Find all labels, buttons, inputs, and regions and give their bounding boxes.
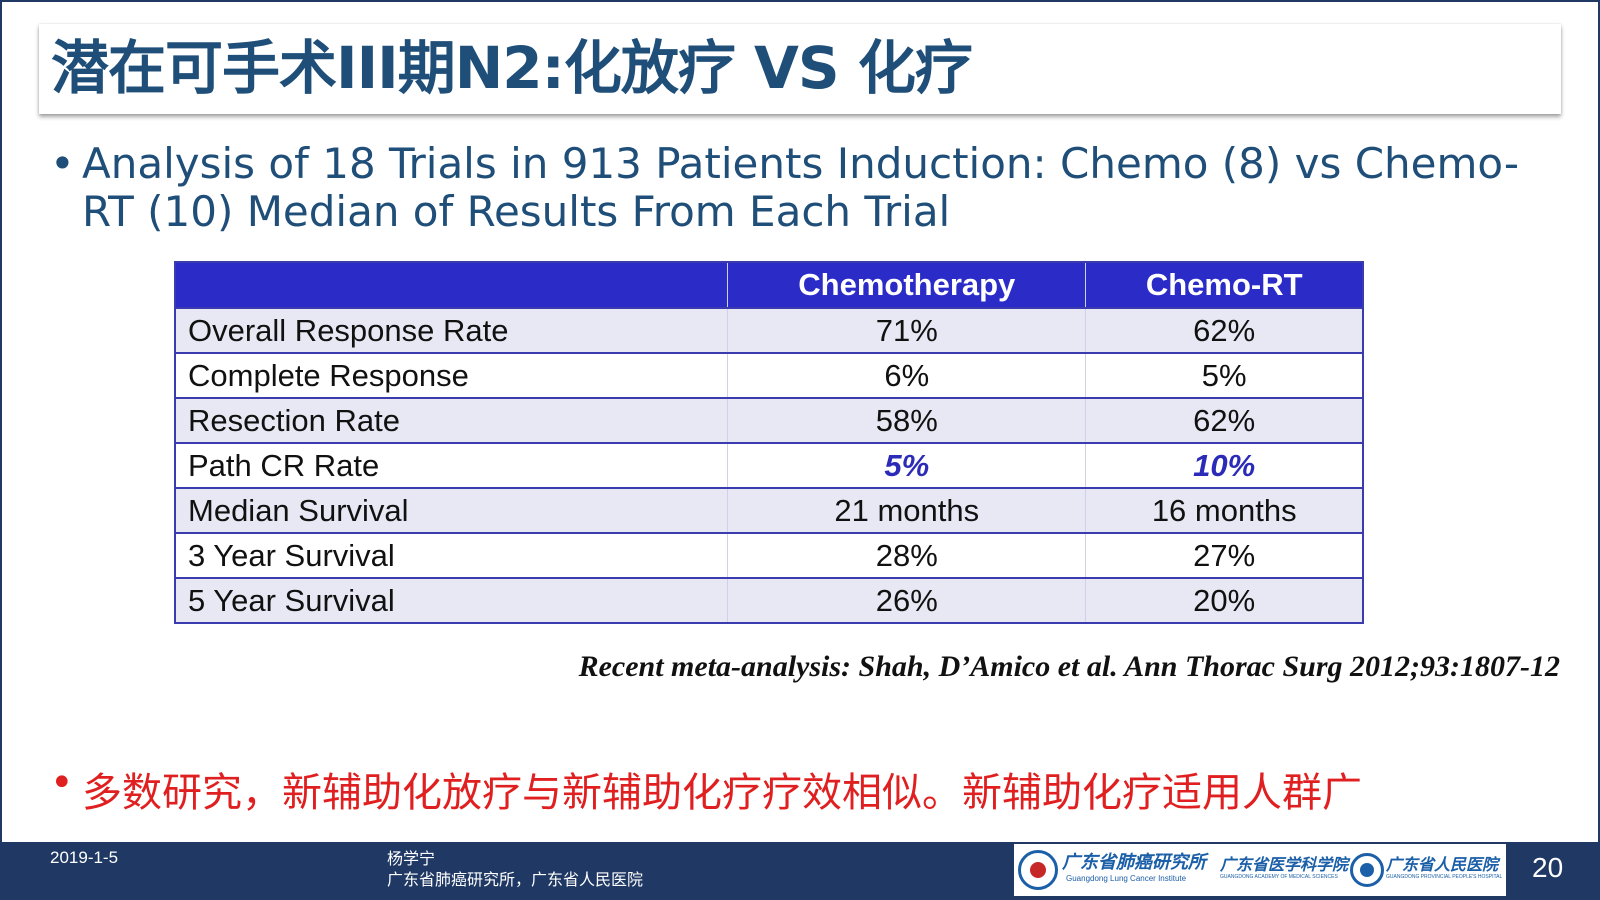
chemo-value: 6% xyxy=(727,352,1086,398)
chemo-value: 58% xyxy=(727,397,1086,443)
table-header-blank xyxy=(175,262,728,308)
chemo-rt-value: 5% xyxy=(1085,352,1363,398)
table-row: 3 Year Survival 28% 27% xyxy=(175,532,1363,578)
chemo-value: 26% xyxy=(727,577,1086,623)
slide-title: 潜在可手术III期N2:化放疗 VS 化疗 xyxy=(51,34,973,102)
footer-author-block: 杨学宁 广东省肺癌研究所，广东省人民医院 xyxy=(387,848,643,890)
logo-subtitle: Guangdong Lung Cancer Institute xyxy=(1066,874,1187,883)
table-header-row: Chemotherapy Chemo-RT xyxy=(175,262,1363,308)
chemo-rt-value: 27% xyxy=(1085,532,1363,578)
bullet-text: Analysis of 18 Trials in 913 Patients In… xyxy=(82,139,1520,236)
chemo-rt-value-highlight: 10% xyxy=(1085,442,1363,488)
footer-author: 杨学宁 xyxy=(387,849,436,868)
results-table: Chemotherapy Chemo-RT Overall Response R… xyxy=(174,261,1364,624)
row-label: 3 Year Survival xyxy=(175,532,728,578)
logo-subtitle: GUANGDONG ACADEMY OF MEDICAL SCIENCES xyxy=(1220,874,1338,880)
bullet-icon: • xyxy=(50,760,74,806)
footer-logos: 广东省肺癌研究所 Guangdong Lung Cancer Institute… xyxy=(1014,844,1506,896)
chemo-rt-value: 62% xyxy=(1085,397,1363,443)
chemo-value: 71% xyxy=(727,307,1086,353)
row-label: 5 Year Survival xyxy=(175,577,728,623)
title-bar: 潜在可手术III期N2:化放疗 VS 化疗 xyxy=(39,24,1561,114)
footer-date: 2019-1-5 xyxy=(50,848,119,867)
chemo-rt-value: 62% xyxy=(1085,307,1363,353)
table-row: Complete Response 6% 5% xyxy=(175,352,1363,398)
chemo-rt-value: 20% xyxy=(1085,577,1363,623)
logo-name: 广东省肺癌研究所 xyxy=(1062,852,1206,873)
row-label: Resection Rate xyxy=(175,397,728,443)
logo-name: 广东省人民医院 xyxy=(1386,855,1499,874)
chemo-value: 28% xyxy=(727,532,1086,578)
row-label: Complete Response xyxy=(175,352,728,398)
table-row: 5 Year Survival 26% 20% xyxy=(175,577,1363,623)
row-label: Path CR Rate xyxy=(175,442,728,488)
page-number: 20 xyxy=(1532,852,1564,883)
footer-affiliation: 广东省肺癌研究所，广东省人民医院 xyxy=(387,870,644,889)
table-row: Median Survival 21 months 16 months xyxy=(175,487,1363,533)
row-label: Overall Response Rate xyxy=(175,307,728,353)
citation: Recent meta-analysis: Shah, D’Amico et a… xyxy=(578,650,1560,683)
bullet-icon: • xyxy=(50,139,75,188)
table-row: Overall Response Rate 71% 62% xyxy=(175,307,1363,353)
table-header-chemo-rt: Chemo-RT xyxy=(1085,262,1363,308)
chemo-value-highlight: 5% xyxy=(727,442,1086,488)
row-label: Median Survival xyxy=(175,487,728,533)
conclusion-text: 多数研究，新辅助化放疗与新辅助化疗疗效相似。新辅助化疗适用人群广 xyxy=(82,770,1362,816)
logo-subtitle: GUANGDONG PROVINCIAL PEOPLE'S HOSPITAL xyxy=(1386,874,1503,880)
table-row: Path CR Rate 5% 10% xyxy=(175,442,1363,488)
table-header-chemotherapy: Chemotherapy xyxy=(727,262,1086,308)
provincial-hospital-logo-icon xyxy=(1350,853,1384,887)
footer-bar: 2019-1-5 杨学宁 广东省肺癌研究所，广东省人民医院 广东省肺癌研究所 G… xyxy=(2,842,1598,898)
chemo-rt-value: 16 months xyxy=(1085,487,1363,533)
chemo-value: 21 months xyxy=(727,487,1086,533)
lung-cancer-institute-logo-icon xyxy=(1018,850,1058,890)
table-row: Resection Rate 58% 62% xyxy=(175,397,1363,443)
logo-name: 广东省医学科学院 xyxy=(1220,855,1349,874)
